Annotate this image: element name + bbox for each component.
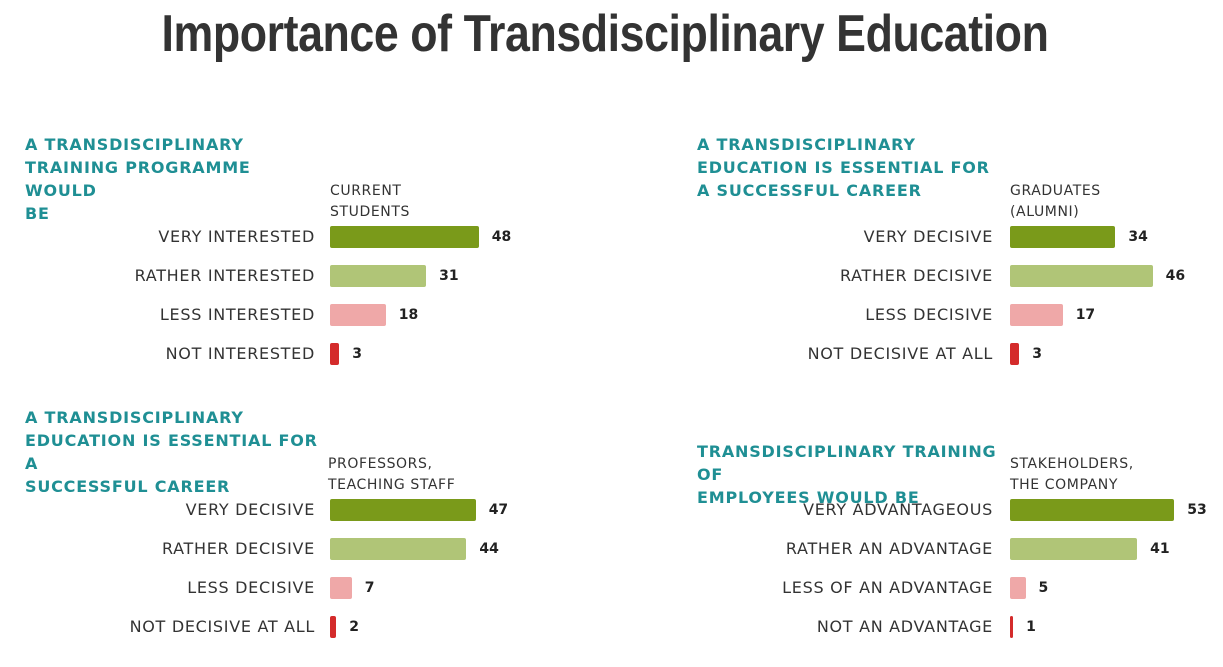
panel-title: A TRANSDISCIPLINARY TRAINING PROGRAMME W… xyxy=(25,135,251,223)
bar xyxy=(330,343,340,365)
bar xyxy=(330,538,467,560)
bar xyxy=(1010,265,1153,287)
category-label: LESS INTERESTED xyxy=(159,305,315,324)
bar-value-label: 3 xyxy=(352,346,363,362)
category-label: RATHER DECISIVE xyxy=(839,266,993,285)
chart-panel-professors: A TRANSDISCIPLINARY EDUCATION IS ESSENTI… xyxy=(25,406,565,656)
bar-value-label: 3 xyxy=(1032,346,1043,362)
bar xyxy=(330,226,479,248)
bar-value-label: 18 xyxy=(398,307,419,323)
bar xyxy=(1010,304,1063,326)
category-label: RATHER DECISIVE xyxy=(161,539,315,558)
bar xyxy=(1010,343,1020,365)
chart-panel-current-students: A TRANSDISCIPLINARY TRAINING PROGRAMME W… xyxy=(25,133,565,383)
category-label: LESS DECISIVE xyxy=(187,578,315,597)
group-label: CURRENT STUDENTS xyxy=(330,183,411,220)
bar-value-label: 5 xyxy=(1038,580,1049,596)
bar xyxy=(330,265,427,287)
category-label: VERY DECISIVE xyxy=(863,227,993,246)
panel-title: A TRANSDISCIPLINARY EDUCATION IS ESSENTI… xyxy=(697,135,990,200)
panel-title: TRANSDISCIPLINARY TRAINING OF EMPLOYEES … xyxy=(697,442,997,507)
bar-value-label: 46 xyxy=(1165,268,1186,284)
group-label: PROFESSORS, TEACHING STAFF xyxy=(328,456,456,493)
bar-value-label: 2 xyxy=(349,619,359,635)
bar-value-label: 44 xyxy=(479,541,499,557)
bar-value-label: 1 xyxy=(1026,619,1036,635)
category-label: LESS DECISIVE xyxy=(865,305,993,324)
bar-value-label: 34 xyxy=(1128,229,1148,245)
category-label: NOT DECISIVE AT ALL xyxy=(129,617,315,636)
bar-value-label: 31 xyxy=(439,268,459,284)
category-label: VERY INTERESTED xyxy=(158,227,315,246)
category-label: VERY ADVANTAGEOUS xyxy=(803,500,993,519)
category-label: RATHER INTERESTED xyxy=(134,266,315,285)
category-label: NOT DECISIVE AT ALL xyxy=(807,344,993,363)
bar xyxy=(330,616,337,638)
category-label: VERY DECISIVE xyxy=(185,500,315,519)
category-label: RATHER AN ADVANTAGE xyxy=(785,539,993,558)
bar xyxy=(1010,616,1014,638)
bar-value-label: 47 xyxy=(488,502,509,518)
bar xyxy=(1010,499,1175,521)
bar-value-label: 41 xyxy=(1150,541,1170,557)
bar xyxy=(1010,226,1116,248)
bar-value-label: 53 xyxy=(1187,502,1207,518)
bar xyxy=(1010,577,1026,599)
bar-value-label: 48 xyxy=(491,229,512,245)
chart-panel-graduates: A TRANSDISCIPLINARY EDUCATION IS ESSENTI… xyxy=(697,133,1223,383)
panel-title: A TRANSDISCIPLINARY EDUCATION IS ESSENTI… xyxy=(25,408,318,496)
group-label: GRADUATES (ALUMNI) xyxy=(1010,183,1101,220)
page-title: Importance of Transdisciplinary Educatio… xyxy=(161,5,1049,63)
bar-value-label: 7 xyxy=(364,580,375,596)
group-label: STAKEHOLDERS, THE COMPANY xyxy=(1010,456,1134,493)
bar xyxy=(1010,538,1138,560)
category-label: LESS OF AN ADVANTAGE xyxy=(782,578,993,597)
bar xyxy=(330,499,476,521)
bar-value-label: 17 xyxy=(1075,307,1096,323)
chart-panel-stakeholders: TRANSDISCIPLINARY TRAINING OF EMPLOYEES … xyxy=(697,406,1223,656)
category-label: NOT AN ADVANTAGE xyxy=(816,617,993,636)
category-label: NOT INTERESTED xyxy=(165,344,315,363)
bar xyxy=(330,577,352,599)
bar xyxy=(330,304,386,326)
